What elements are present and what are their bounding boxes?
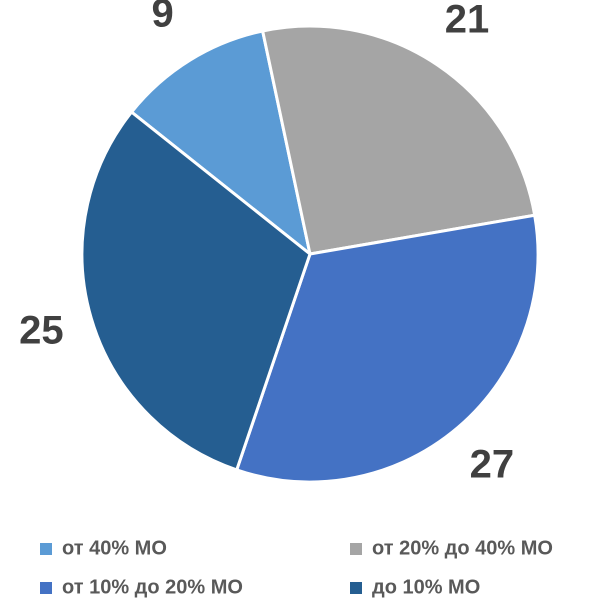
pie-slice <box>260 24 537 256</box>
legend-swatch <box>350 543 362 555</box>
legend-label: от 40% МО <box>62 537 167 559</box>
legend-swatch <box>40 543 52 555</box>
data-label: 25 <box>19 309 64 353</box>
data-label: 27 <box>470 442 515 486</box>
pie-slice <box>234 213 540 484</box>
pie-slice <box>80 109 312 472</box>
data-label: 9 <box>152 0 174 35</box>
data-label: 21 <box>445 0 490 42</box>
legend-swatch <box>40 582 52 594</box>
legend-label: от 10% до 20% МО <box>62 576 243 598</box>
legend-label: до 10% МО <box>372 576 480 598</box>
legend-swatch <box>350 582 362 594</box>
legend-label: от 20% до 40% МО <box>372 537 553 559</box>
pie-slice <box>129 29 313 258</box>
